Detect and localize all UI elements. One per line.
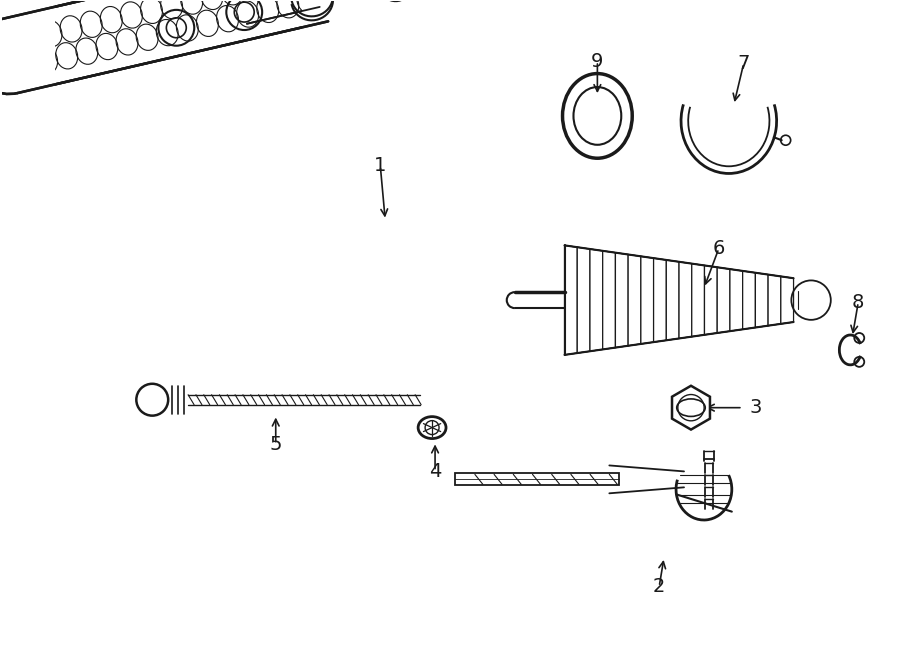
Text: 2: 2 xyxy=(652,578,665,596)
Polygon shape xyxy=(679,262,692,338)
Text: 4: 4 xyxy=(429,462,441,481)
Polygon shape xyxy=(755,273,768,327)
Text: 1: 1 xyxy=(374,156,386,175)
Polygon shape xyxy=(653,258,666,342)
Ellipse shape xyxy=(418,416,446,438)
Polygon shape xyxy=(705,266,717,335)
Polygon shape xyxy=(730,269,742,331)
Text: 6: 6 xyxy=(713,239,725,258)
Polygon shape xyxy=(628,254,641,346)
Polygon shape xyxy=(717,267,730,333)
Text: 8: 8 xyxy=(852,293,865,311)
Text: 5: 5 xyxy=(269,435,282,454)
Text: 9: 9 xyxy=(591,52,604,71)
Text: 7: 7 xyxy=(738,54,750,73)
Bar xyxy=(0,0,55,132)
Polygon shape xyxy=(742,271,755,329)
Polygon shape xyxy=(603,251,616,350)
Polygon shape xyxy=(641,256,653,344)
Polygon shape xyxy=(781,276,794,324)
Polygon shape xyxy=(672,386,710,430)
Polygon shape xyxy=(5,7,41,99)
Text: 3: 3 xyxy=(750,398,762,417)
Polygon shape xyxy=(564,245,577,355)
Polygon shape xyxy=(692,264,705,336)
Polygon shape xyxy=(666,260,679,340)
Bar xyxy=(302,0,413,48)
Polygon shape xyxy=(768,274,781,326)
Polygon shape xyxy=(455,473,619,485)
Polygon shape xyxy=(577,247,590,353)
Polygon shape xyxy=(616,253,628,348)
Polygon shape xyxy=(590,249,603,351)
